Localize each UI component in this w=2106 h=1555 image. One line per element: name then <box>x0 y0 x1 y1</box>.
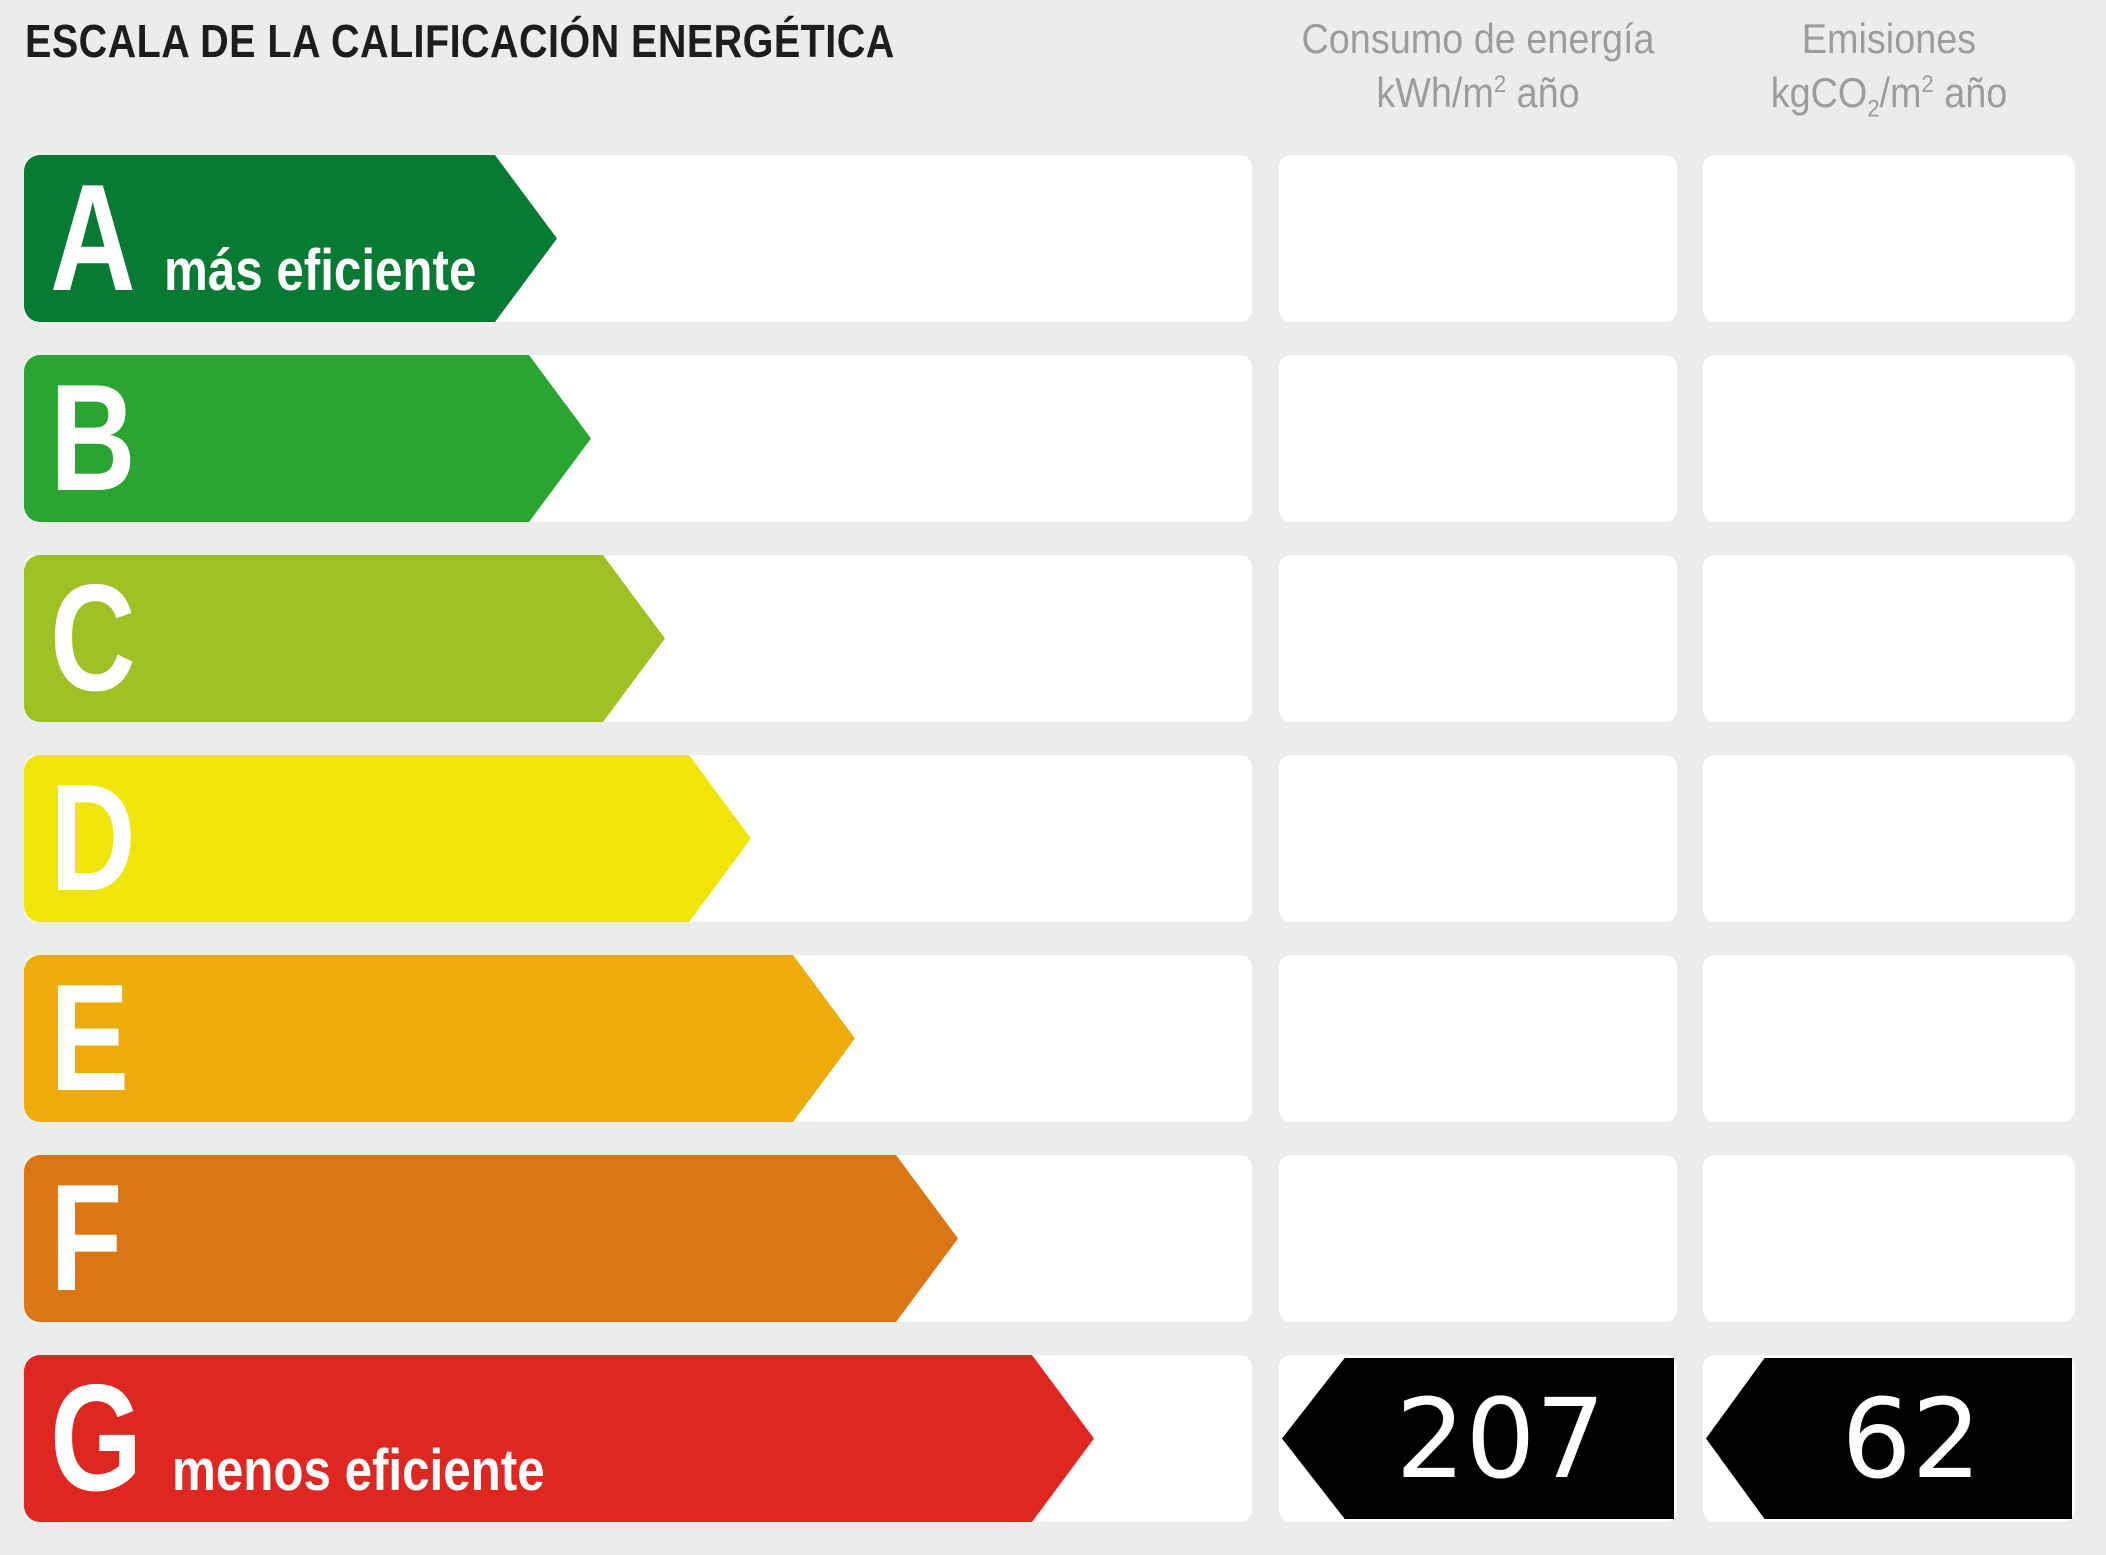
page-title: ESCALA DE LA CALIFICACIÓN ENERGÉTICA <box>25 15 895 67</box>
rating-bar-arrow <box>24 155 557 322</box>
rating-bar-arrow <box>24 1355 1094 1522</box>
emissions-cell: 62 <box>1703 1355 2075 1522</box>
rating-bar-content: F <box>50 1155 143 1322</box>
emissions-cell <box>1703 1155 2075 1322</box>
rating-bar-arrow <box>24 955 855 1122</box>
rating-bar-shape <box>24 1155 958 1322</box>
emissions-cell <box>1703 555 2075 722</box>
emissions-cell <box>1703 155 2075 322</box>
rating-row-e: E <box>0 955 2106 1122</box>
rating-letter: D <box>50 753 136 923</box>
rating-bar-content: G menos eficiente <box>50 1355 611 1522</box>
consumption-cell <box>1279 955 1677 1122</box>
rating-letter: B <box>50 353 136 523</box>
emissions-value: 62 <box>1841 1374 1982 1503</box>
rating-row-c: C <box>0 555 2106 722</box>
consumption-column-header: Consumo de energía kWh/m2 año <box>1299 12 1657 120</box>
consumption-value: 207 <box>1395 1374 1606 1503</box>
rating-letter: E <box>50 953 130 1123</box>
rating-row-a: A más eficiente <box>0 155 2106 322</box>
consumption-cell <box>1279 155 1677 322</box>
rating-bar-arrow <box>24 355 591 522</box>
consumption-cell <box>1279 1155 1677 1322</box>
rating-bar-content: E <box>50 955 151 1122</box>
consumption-value-arrow: 207 <box>1282 1358 1674 1519</box>
rating-bar-label: más eficiente <box>163 238 477 303</box>
emissions-value-arrow: 62 <box>1706 1358 2072 1519</box>
rating-row-g: 207 62 G menos eficiente <box>0 1355 2106 1522</box>
emissions-cell <box>1703 755 2075 922</box>
emissions-cell <box>1703 955 2075 1122</box>
consumption-header-line1: Consumo de energía <box>1301 15 1655 62</box>
rating-bar-shape <box>24 755 751 922</box>
rating-bar-content: D <box>50 755 160 922</box>
rating-bar-arrow <box>24 555 665 722</box>
rating-letter: F <box>50 1153 123 1323</box>
rating-bar-shape <box>24 955 855 1122</box>
rating-rows: A más eficiente B <box>0 155 2106 1555</box>
emissions-header-line1: Emisiones <box>1801 15 1977 62</box>
consumption-cell: 207 <box>1279 1355 1677 1522</box>
rating-bar-shape <box>24 1355 1094 1522</box>
rating-letter: C <box>50 553 136 723</box>
consumption-header-unit: kWh/m2 año <box>1376 68 1580 116</box>
rating-letter: A <box>50 153 136 323</box>
rating-bar-content: A más eficiente <box>50 155 531 322</box>
rating-bar-shape <box>24 555 665 722</box>
rating-bar-arrow <box>24 1155 958 1322</box>
consumption-cell <box>1279 755 1677 922</box>
emissions-cell <box>1703 355 2075 522</box>
rating-bar-content: C <box>50 555 160 722</box>
header: ESCALA DE LA CALIFICACIÓN ENERGÉTICA Con… <box>0 0 2106 155</box>
consumption-cell <box>1279 355 1677 522</box>
rating-letter: G <box>50 1353 143 1523</box>
emissions-column-header: Emisiones kgCO2/m2 año <box>1722 12 2057 124</box>
rating-bar-shape <box>24 355 591 522</box>
rating-bar-shape <box>24 155 557 322</box>
rating-bar-arrow <box>24 755 751 922</box>
emissions-header-unit: kgCO2/m2 año <box>1770 68 2008 123</box>
rating-row-f: F <box>0 1155 2106 1322</box>
rating-bar-content: B <box>50 355 160 522</box>
consumption-cell <box>1279 555 1677 722</box>
rating-bar-label: menos eficiente <box>172 1438 545 1503</box>
rating-row-d: D <box>0 755 2106 922</box>
rating-row-b: B <box>0 355 2106 522</box>
